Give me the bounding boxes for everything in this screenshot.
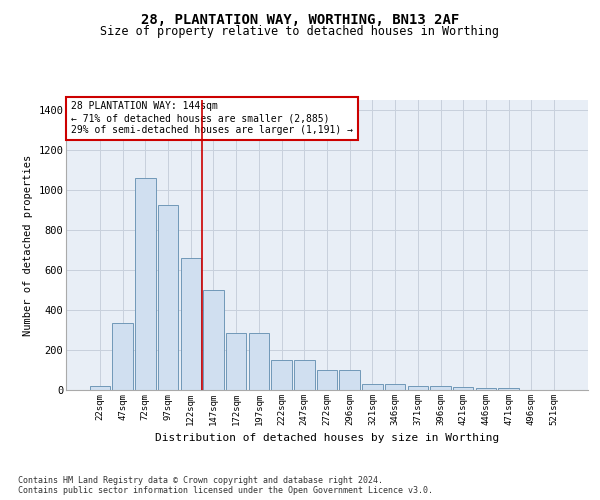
Bar: [203, 290, 224, 390]
Bar: [112, 323, 133, 390]
Bar: [385, 384, 406, 390]
Bar: [271, 360, 292, 390]
Y-axis label: Number of detached properties: Number of detached properties: [23, 154, 32, 336]
Bar: [294, 360, 314, 390]
Bar: [158, 205, 178, 390]
Bar: [340, 370, 360, 390]
Text: 28, PLANTATION WAY, WORTHING, BN13 2AF: 28, PLANTATION WAY, WORTHING, BN13 2AF: [141, 12, 459, 26]
Bar: [499, 388, 519, 390]
Bar: [135, 178, 155, 390]
X-axis label: Distribution of detached houses by size in Worthing: Distribution of detached houses by size …: [155, 434, 499, 444]
Bar: [362, 384, 383, 390]
Text: 28 PLANTATION WAY: 144sqm
← 71% of detached houses are smaller (2,885)
29% of se: 28 PLANTATION WAY: 144sqm ← 71% of detac…: [71, 102, 353, 134]
Bar: [453, 387, 473, 390]
Bar: [90, 386, 110, 390]
Text: Contains HM Land Registry data © Crown copyright and database right 2024.
Contai: Contains HM Land Registry data © Crown c…: [18, 476, 433, 495]
Bar: [181, 258, 201, 390]
Bar: [226, 333, 247, 390]
Text: Size of property relative to detached houses in Worthing: Size of property relative to detached ho…: [101, 25, 499, 38]
Bar: [407, 386, 428, 390]
Bar: [430, 386, 451, 390]
Bar: [317, 370, 337, 390]
Bar: [476, 388, 496, 390]
Bar: [248, 333, 269, 390]
